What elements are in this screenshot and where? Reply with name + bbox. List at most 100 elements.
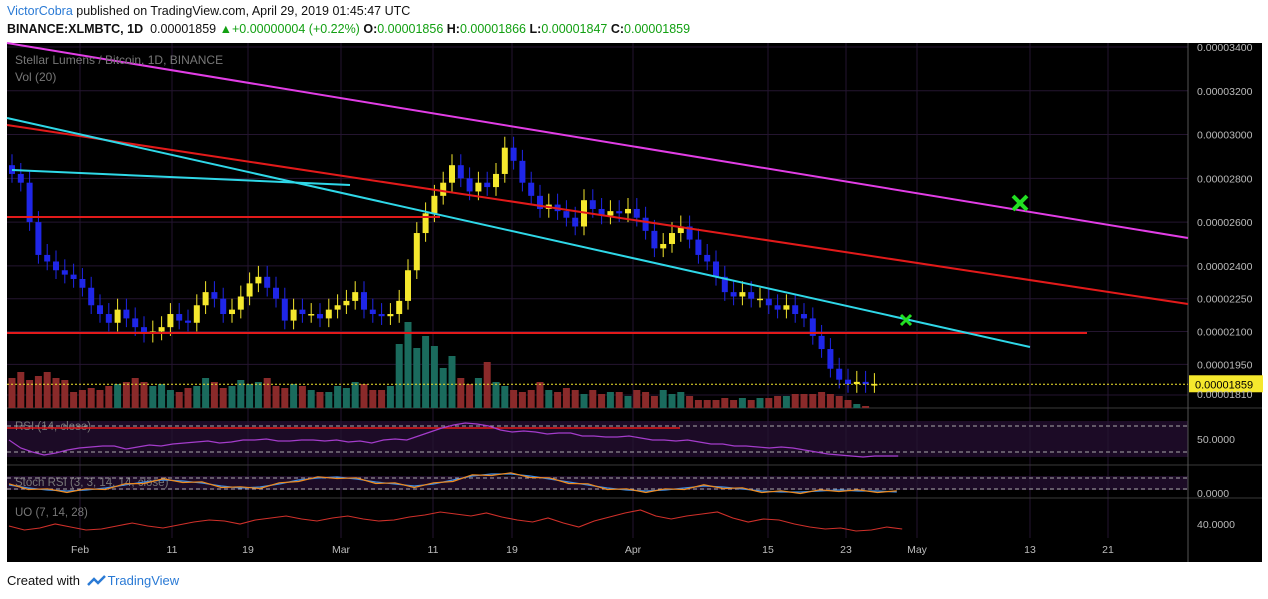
volume-bar <box>844 400 852 408</box>
time-tick-label: 21 <box>1102 544 1114 556</box>
volume-bar <box>166 390 174 408</box>
uo-legend: UO (7, 14, 28) <box>15 507 88 519</box>
candle-body <box>827 349 834 369</box>
price-tick-label: 0.00003200 <box>1197 86 1253 98</box>
candle-body <box>510 147 517 161</box>
candle-body <box>607 211 614 216</box>
candle-body <box>334 305 341 310</box>
price-tick-label: 0.00001810 <box>1197 389 1253 401</box>
time-tick-label: 11 <box>428 544 439 556</box>
volume-bar <box>809 394 817 408</box>
candle-body <box>695 239 702 255</box>
candle-body <box>281 298 288 321</box>
candle-body <box>17 173 24 183</box>
published-text: published on TradingView.com, April 29, … <box>76 4 411 18</box>
last-price: 0.00001859 <box>150 22 217 36</box>
candle-body <box>801 314 807 319</box>
author-link[interactable]: VictorCobra <box>7 4 73 18</box>
volume-bar <box>395 344 403 408</box>
volume-bar <box>26 380 34 408</box>
candle-body <box>528 182 535 196</box>
time-tick-label: 11 <box>167 544 178 556</box>
volume-bar <box>61 380 69 408</box>
time-tick-label: 23 <box>840 544 852 556</box>
change-value: +0.00000004 (+0.22%) <box>231 22 360 36</box>
stoch-d-line <box>8 472 897 495</box>
volume-bar <box>642 392 650 408</box>
uo-line <box>8 509 903 532</box>
candle-body <box>704 254 711 262</box>
candle-body <box>563 211 570 218</box>
candle-body <box>809 318 816 336</box>
candle-body <box>519 160 526 183</box>
volume-bar <box>765 398 773 408</box>
rsi-band <box>7 421 1188 457</box>
candle-body <box>264 276 271 288</box>
candle-body <box>853 381 860 385</box>
candle-body <box>369 309 376 315</box>
candle-body <box>361 292 367 310</box>
trendline-magenta <box>6 42 1189 239</box>
volume-bar <box>175 392 183 408</box>
volume-bar <box>334 386 342 408</box>
time-tick-label: 13 <box>1024 544 1036 556</box>
volume-bar <box>439 368 447 408</box>
candle-body <box>35 222 42 255</box>
volume-bar <box>281 388 289 408</box>
volume-bar <box>351 382 359 408</box>
price-tick-label: 0.00002800 <box>1197 173 1253 185</box>
volume-bar <box>633 390 641 408</box>
volume-bar <box>404 322 412 408</box>
volume-bar <box>589 390 597 408</box>
close-label: C: <box>610 22 625 36</box>
volume-bar <box>325 392 333 408</box>
rsi-legend: RSI (14, close) <box>15 421 91 433</box>
high-value: 0.00001866 <box>459 22 527 36</box>
volume-bar <box>316 392 324 408</box>
candle-body <box>677 226 684 234</box>
candle-body <box>158 327 165 332</box>
candle-body <box>598 208 605 216</box>
candle-body <box>167 314 174 328</box>
ohlc-header: BINANCE:XLMBTC, 1D 0.00001859 ▲+0.000000… <box>7 22 690 36</box>
volume-bar <box>518 392 526 408</box>
candle-body <box>572 217 579 227</box>
publish-header: VictorCobra published on TradingView.com… <box>7 4 410 18</box>
tradingview-brand-link[interactable]: TradingView <box>107 573 180 588</box>
candle-body <box>26 182 33 223</box>
candle-body <box>343 300 350 306</box>
symbol-label: BINANCE:XLMBTC, 1D <box>7 22 144 36</box>
low-value: 0.00001847 <box>541 22 608 36</box>
candle-body <box>748 292 755 299</box>
candle-body <box>193 305 200 323</box>
price-axis-area <box>1188 43 1262 538</box>
volume-bar <box>34 376 42 408</box>
volume-bar <box>78 390 86 408</box>
low-label: L: <box>529 22 542 36</box>
volume-bar <box>571 390 579 408</box>
volume-bar <box>826 394 834 408</box>
trendline-cyan-short <box>11 169 351 186</box>
volume-bar <box>122 382 130 408</box>
volume-bar <box>747 400 755 408</box>
candle-body <box>774 305 781 310</box>
time-tick-label: May <box>907 544 928 556</box>
volume-bar <box>738 398 746 408</box>
candle-body <box>325 309 332 319</box>
candle-body <box>721 276 728 293</box>
candle-body <box>378 314 385 317</box>
candle-body <box>818 335 825 350</box>
volume-bar <box>386 386 394 408</box>
candle-body <box>352 292 359 301</box>
volume-bar <box>70 392 78 408</box>
candle-body <box>176 314 183 321</box>
volume-bar <box>307 390 315 408</box>
volume-bar <box>457 378 465 408</box>
candle-body <box>616 211 623 214</box>
close-value: 0.00001859 <box>624 22 691 36</box>
volume-bar <box>52 378 60 408</box>
volume-bar <box>422 336 430 408</box>
candle-body <box>9 165 15 174</box>
candle-body <box>669 233 675 244</box>
